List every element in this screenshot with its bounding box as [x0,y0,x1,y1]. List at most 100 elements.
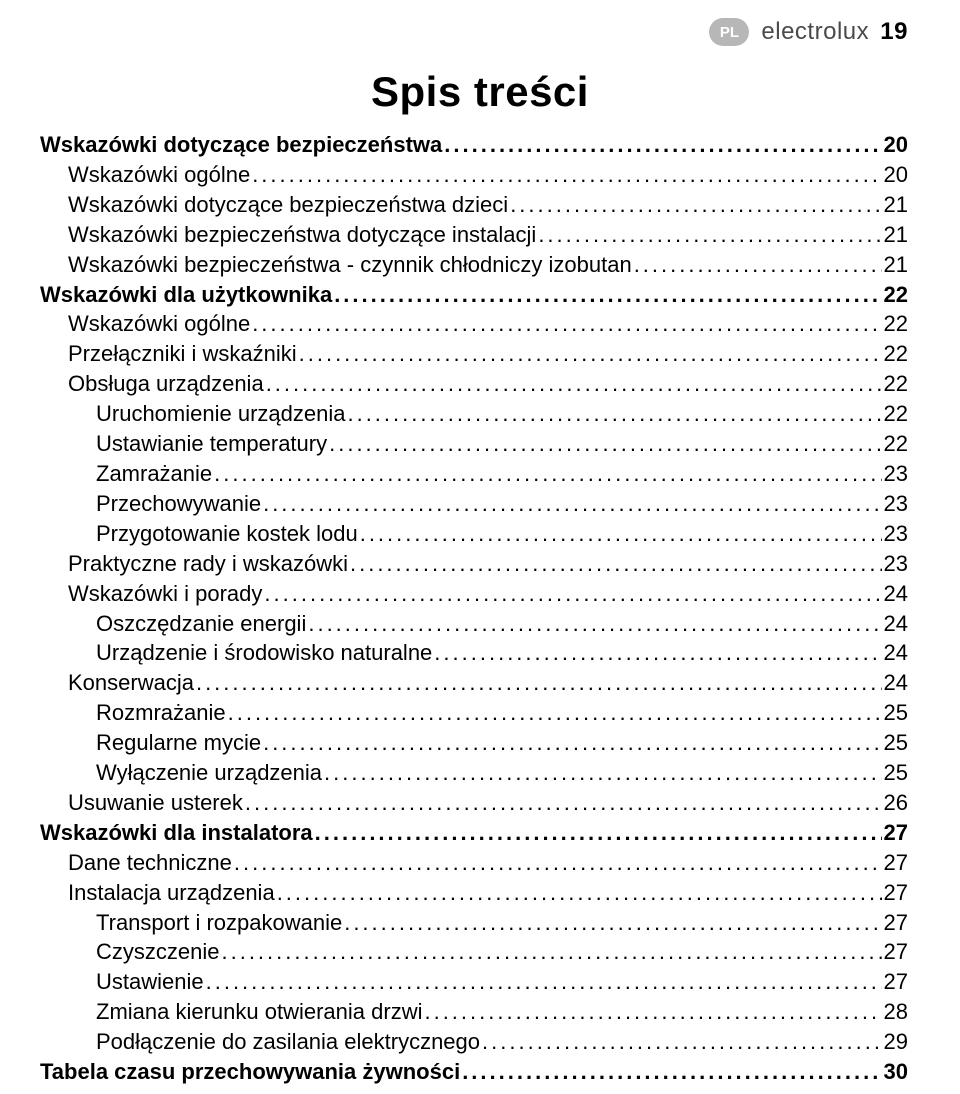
toc-page-number: 27 [884,937,908,967]
toc-page-number: 23 [884,459,908,489]
brand-line: electrolux 19 [761,18,908,46]
toc-label: Dane techniczne [68,848,232,878]
toc-label: Wskazówki i porady [68,579,262,609]
toc-page-number: 24 [884,579,908,609]
toc-page-number: 27 [884,967,908,997]
toc-leader-dots [444,130,881,160]
toc-row: Instalacja urządzenia27 [40,878,908,908]
toc-page-number: 21 [884,250,908,280]
toc-label: Urządzenie i środowisko naturalne [96,638,432,668]
toc-leader-dots [252,309,881,339]
toc-label: Wskazówki ogólne [68,309,250,339]
toc-page-number: 22 [884,309,908,339]
toc-leader-dots [315,818,882,848]
toc-label: Wskazówki bezpieczeństwa - czynnik chłod… [68,250,632,280]
page-number: 19 [880,18,908,45]
toc-page-number: 25 [884,728,908,758]
toc-label: Wskazówki dla instalatora [40,818,313,848]
toc-leader-dots [344,908,881,938]
toc-label: Przechowywanie [96,489,261,519]
toc-page-number: 26 [884,788,908,818]
toc-page-number: 27 [884,908,908,938]
toc-page-number: 27 [884,848,908,878]
toc-leader-dots [234,848,882,878]
toc-page-number: 21 [884,190,908,220]
toc-leader-dots [424,997,881,1027]
toc-row: Uruchomienie urządzenia22 [40,399,908,429]
toc-leader-dots [538,220,881,250]
toc-page-number: 25 [884,758,908,788]
toc-row: Praktyczne rady i wskazówki 23 [40,549,908,579]
toc-page-number: 21 [884,220,908,250]
toc-label: Podłączenie do zasilania elektrycznego [96,1027,480,1057]
toc-page-number: 24 [884,668,908,698]
toc-label: Tabela czasu przechowywania żywności [40,1057,460,1087]
page-header: PL electrolux 19 [0,0,960,46]
toc-label: Praktyczne rady i wskazówki [68,549,348,579]
toc-page-number: 24 [884,609,908,639]
toc-label: Zamrażanie [96,459,212,489]
toc-row: Oszczędzanie energii24 [40,609,908,639]
toc-row: Przechowywanie 23 [40,489,908,519]
toc-page-number: 23 [884,519,908,549]
toc-page-number: 22 [884,369,908,399]
toc-row: Podłączenie do zasilania elektrycznego 29 [40,1027,908,1057]
toc-leader-dots [634,250,882,280]
toc-leader-dots [252,160,881,190]
toc-row: Transport i rozpakowanie27 [40,908,908,938]
toc-page-number: 25 [884,698,908,728]
toc-leader-dots [434,638,881,668]
toc-page-number: 20 [884,130,908,160]
toc-leader-dots [206,967,882,997]
page-title: Spis treści [0,68,960,116]
toc-row: Regularne mycie 25 [40,728,908,758]
table-of-contents: Wskazówki dotyczące bezpieczeństwa20Wska… [0,130,960,1087]
toc-row: Wskazówki dla użytkownika 22 [40,280,908,310]
toc-leader-dots [510,190,881,220]
toc-page-number: 29 [884,1027,908,1057]
toc-leader-dots [264,579,881,609]
toc-row: Wskazówki dla instalatora27 [40,818,908,848]
toc-leader-dots [263,489,881,519]
toc-leader-dots [299,339,882,369]
toc-label: Ustawienie [96,967,204,997]
toc-row: Wskazówki dotyczące bezpieczeństwa 20 [40,130,908,160]
toc-page-number: 28 [884,997,908,1027]
toc-row: Wskazówki bezpieczeństwa - czynnik chłod… [40,250,908,280]
toc-label: Wskazówki dotyczące bezpieczeństwa [40,130,442,160]
toc-row: Usuwanie usterek26 [40,788,908,818]
toc-label: Wskazówki dla użytkownika [40,280,332,310]
toc-label: Wskazówki ogólne [68,160,250,190]
toc-label: Uruchomienie urządzenia [96,399,345,429]
toc-leader-dots [334,280,881,310]
toc-row: Wskazówki i porady 24 [40,579,908,609]
toc-row: Zamrażanie 23 [40,459,908,489]
toc-leader-dots [347,399,881,429]
toc-label: Przygotowanie kostek lodu [96,519,358,549]
toc-row: Wskazówki bezpieczeństwa dotyczące insta… [40,220,908,250]
toc-label: Czyszczenie [96,937,219,967]
toc-label: Wskazówki bezpieczeństwa dotyczące insta… [68,220,536,250]
toc-leader-dots [221,937,881,967]
toc-page-number: 22 [884,429,908,459]
toc-row: Wyłączenie urządzenia25 [40,758,908,788]
toc-row: Przygotowanie kostek lodu 23 [40,519,908,549]
toc-row: Wskazówki dotyczące bezpieczeństwa dziec… [40,190,908,220]
toc-label: Wskazówki dotyczące bezpieczeństwa dziec… [68,190,508,220]
toc-leader-dots [350,549,882,579]
toc-leader-dots [214,459,881,489]
toc-label: Regularne mycie [96,728,261,758]
toc-label: Zmiana kierunku otwierania drzwi [96,997,422,1027]
toc-label: Rozmrażanie [96,698,226,728]
toc-row: Wskazówki ogólne20 [40,160,908,190]
toc-leader-dots [196,668,882,698]
toc-row: Ustawianie temperatury22 [40,429,908,459]
toc-row: Wskazówki ogólne 22 [40,309,908,339]
toc-label: Obsługa urządzenia [68,369,264,399]
toc-page-number: 23 [884,489,908,519]
toc-leader-dots [277,878,882,908]
toc-page-number: 22 [884,339,908,369]
toc-row: Obsługa urządzenia 22 [40,369,908,399]
toc-page-number: 22 [884,280,908,310]
toc-page-number: 23 [884,549,908,579]
